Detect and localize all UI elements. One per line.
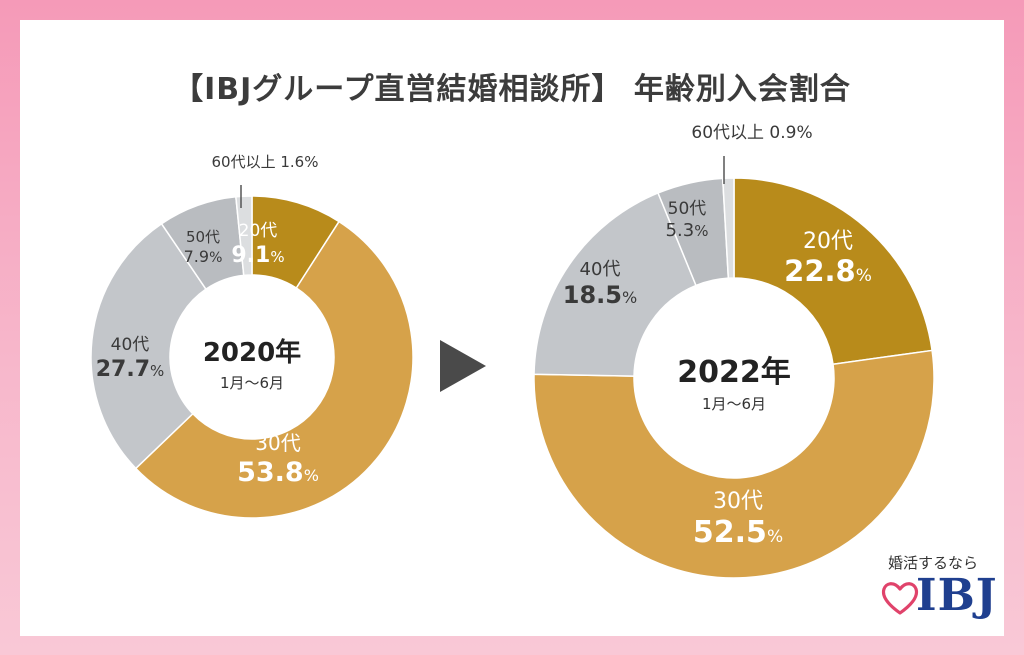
slice-category-40代: 40代 <box>580 259 621 280</box>
slice-category-20代: 20代 <box>239 221 278 241</box>
slice-value-20代: 22.8% <box>784 254 872 288</box>
center-subtitle: 1月～6月 <box>702 395 766 413</box>
slice-category-30代: 30代 <box>713 489 763 514</box>
slice-value-20代: 9.1% <box>231 243 284 268</box>
donut-charts: 2020年1月～6月20代9.1%30代53.8%40代27.7%50代7.9%… <box>90 123 935 579</box>
slice-20代 <box>733 177 933 366</box>
slice-value-30代: 53.8% <box>237 457 319 488</box>
slice-30代 <box>533 349 935 579</box>
slice-value-50代: 5.3% <box>666 220 709 241</box>
slice-label-60代以上: 60代以上 0.9% <box>691 123 812 143</box>
center-title: 2020年 <box>203 337 301 368</box>
brand-tagline: 婚活するなら <box>887 554 978 572</box>
chart-title: 【IBJグループ直営結婚相談所】 年齢別入会割合 <box>173 72 851 107</box>
slice-label-60代以上: 60代以上 1.6% <box>212 153 319 171</box>
slice-category-20代: 20代 <box>803 229 853 254</box>
slice-60代以上 <box>721 177 735 279</box>
slice-40代 <box>90 222 207 470</box>
slice-category-50代: 50代 <box>668 199 707 219</box>
ibj-brand: 婚活するなら IBJ <box>878 552 1008 632</box>
slice-category-30代: 30代 <box>255 431 300 455</box>
slice-category-40代: 40代 <box>111 335 150 355</box>
right-triangle-icon <box>440 340 486 392</box>
slice-value-30代: 52.5% <box>693 515 783 550</box>
center-title: 2022年 <box>677 355 791 390</box>
brand-logo: IBJ <box>916 570 998 621</box>
center-subtitle: 1月～6月 <box>220 374 284 392</box>
chart-card: 【IBJグループ直営結婚相談所】 年齢別入会割合 2020年 1月～6月 20代 9.… <box>20 20 1004 636</box>
slice-30代 <box>134 220 414 519</box>
heart-outline-icon <box>881 582 919 615</box>
slice-value-50代: 7.9% <box>184 247 223 266</box>
slice-40代 <box>533 192 698 377</box>
slice-category-50代: 50代 <box>186 228 220 246</box>
slice-value-40代: 18.5% <box>563 281 637 309</box>
slice-value-40代: 27.7% <box>96 357 165 382</box>
